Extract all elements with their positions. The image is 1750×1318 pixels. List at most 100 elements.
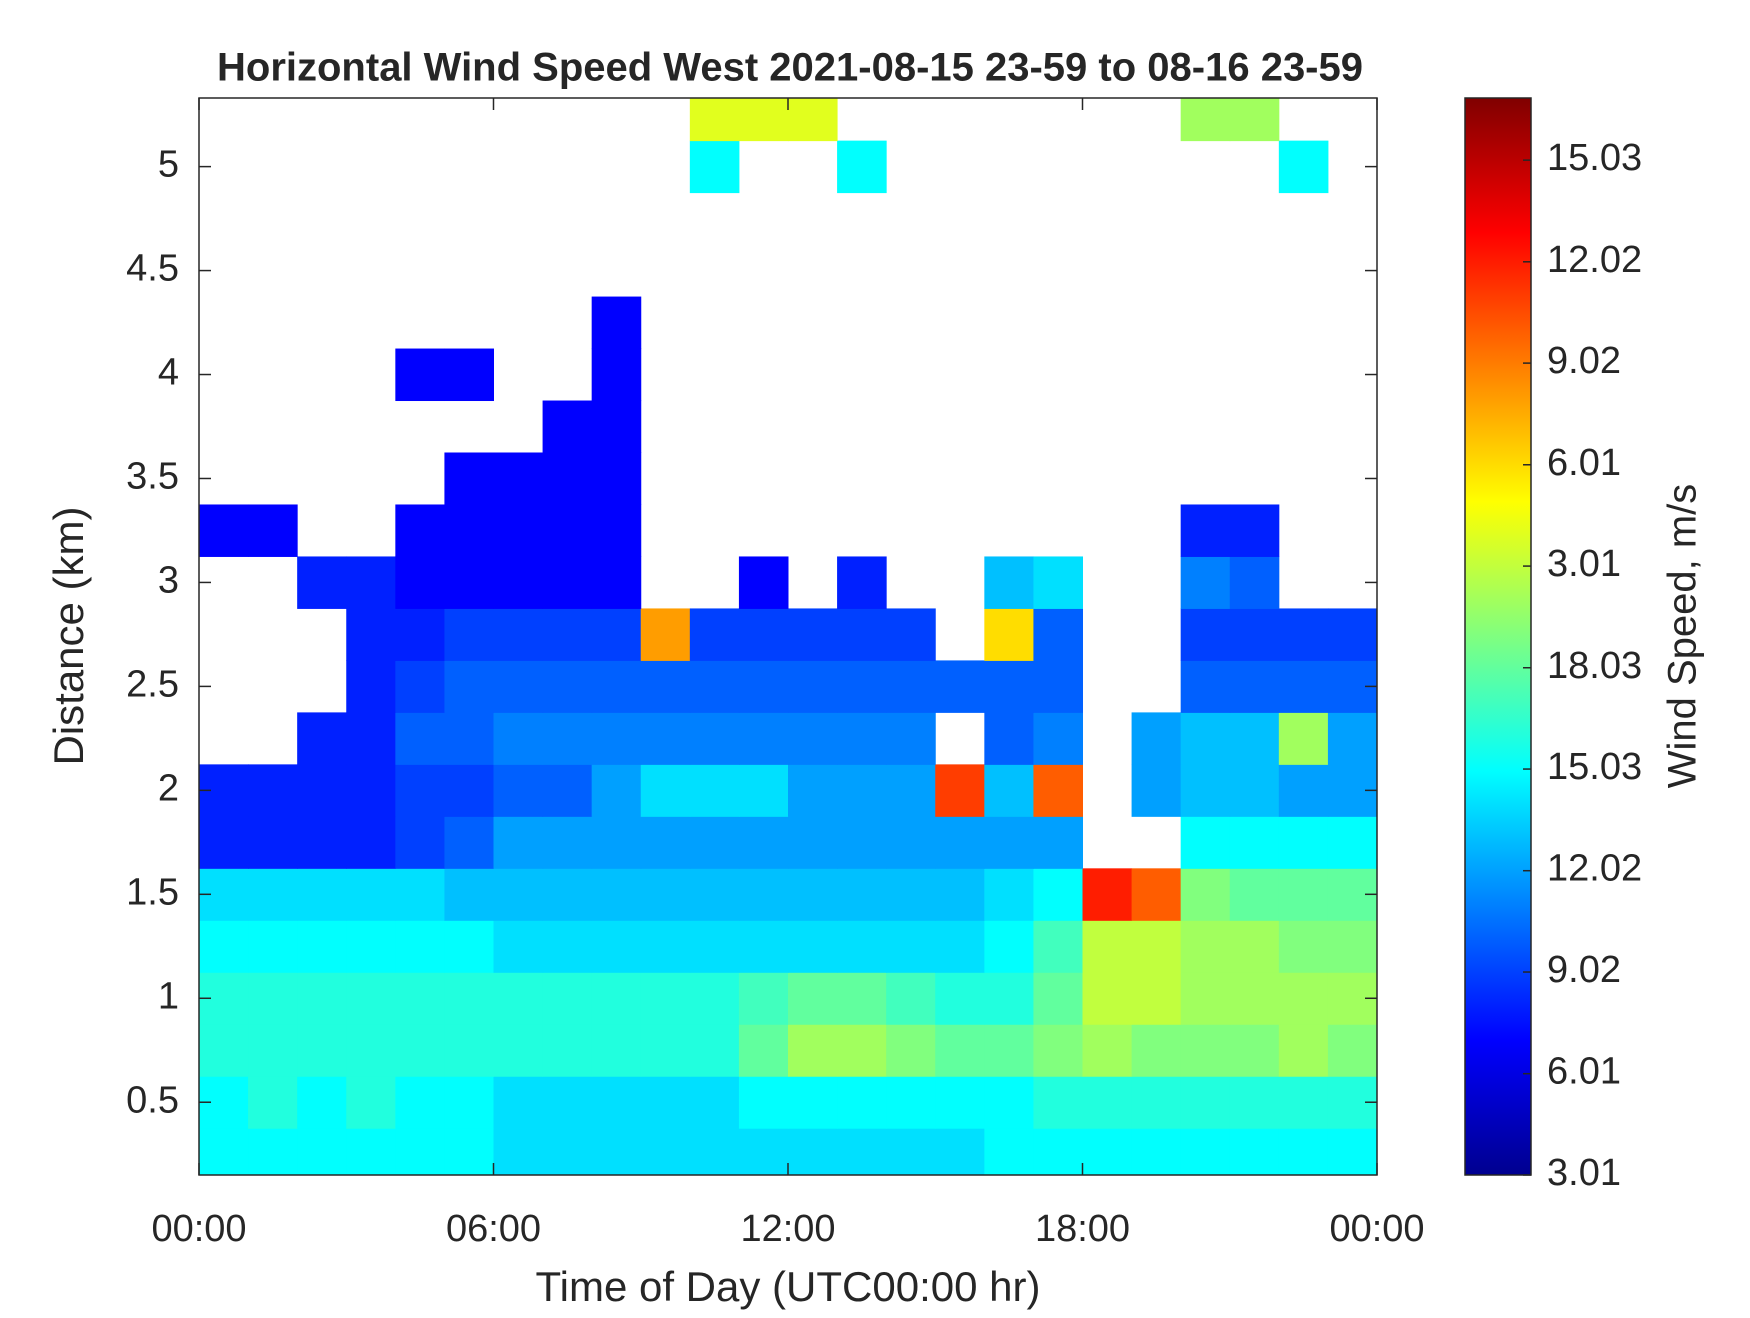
heat-cell [591,608,642,661]
heat-cell [346,868,396,921]
heat-cell [591,452,642,505]
heat-cell [837,1076,887,1129]
y-tick-label: 4.5 [126,248,179,290]
heat-cell [542,868,593,921]
heat-cell [1180,712,1231,765]
heat-cell [984,920,1034,973]
y-tick-label: 1 [158,975,179,1017]
heat-cell [199,920,249,973]
heat-cell [591,660,642,713]
heat-cell [886,1076,936,1129]
heat-cell [1180,920,1231,973]
heat-cell [591,1128,642,1176]
heat-cell [346,556,396,609]
heat-cell [788,1128,838,1176]
heat-cell [1229,660,1280,713]
heat-cell [591,816,642,869]
heat-cell [248,920,298,973]
heat-cell [297,868,347,921]
colorbar-tick-label: 3.01 [1547,1152,1621,1194]
heat-cell [689,140,740,194]
heat-cell [1180,98,1231,142]
heat-cell [346,608,396,661]
heat-cell [1278,816,1329,869]
heat-cell [1327,1128,1378,1176]
heat-cell [542,712,593,765]
y-tick-label: 5 [158,144,179,186]
heat-cell [1033,1024,1083,1077]
heat-cell [738,556,789,609]
heat-cell [738,816,789,869]
heat-cell [297,816,347,869]
heat-cell [1327,1024,1378,1077]
heat-cell [297,764,347,817]
heat-cell [837,1024,887,1077]
heat-cell [395,504,445,557]
heat-cell [346,972,396,1025]
heat-cell [542,972,593,1025]
heat-cell [788,660,838,713]
heat-cell [493,816,544,869]
heat-cell [1229,1076,1280,1129]
heat-cell [984,608,1034,661]
heat-cell [395,556,445,609]
heat-cell [346,764,396,817]
heat-cell [248,1128,298,1176]
heat-cell [493,1128,544,1176]
heat-cell [1082,1024,1133,1077]
heat-cell [689,920,740,973]
heat-cell [493,660,544,713]
heat-cell [689,764,740,817]
heat-cell [591,1076,642,1129]
heat-cell [542,608,593,661]
heat-cell [935,660,985,713]
heat-cell [395,1024,445,1077]
heat-cell [542,400,593,453]
heat-cell [788,1024,838,1077]
heat-cell [640,608,691,661]
heat-cell [738,972,789,1025]
heat-cell [1278,660,1329,713]
heat-cell [640,764,691,817]
y-tick-label: 2 [158,767,179,809]
heat-cell [689,972,740,1025]
heat-cell [1278,972,1329,1025]
heat-cell [1131,1076,1182,1129]
heat-cell [493,972,544,1025]
heat-cell [199,816,249,869]
heat-cell [1278,712,1329,765]
heat-cell [738,608,789,661]
x-axis-label: Time of Day (UTC00:00 hr) [536,1263,1041,1310]
heat-cell [444,920,494,973]
heat-cell [1131,764,1182,817]
heat-cell [788,608,838,661]
heat-cell [1033,608,1083,661]
heat-cell [1180,868,1231,921]
heat-cell [493,452,544,505]
heat-cell [444,556,494,609]
heat-cell [738,920,789,973]
heat-cell [689,1128,740,1176]
heat-cell [788,712,838,765]
heat-cell [984,660,1034,713]
heat-cell [1278,868,1329,921]
heat-cell [591,1024,642,1077]
colorbar [1464,97,1532,1176]
heat-cell [788,868,838,921]
colorbar-tick-label: 12.02 [1547,848,1642,890]
heat-cell [1082,1076,1133,1129]
heat-cell [1229,1128,1280,1176]
heat-cell [1131,920,1182,973]
x-tick-label: 00:00 [151,1208,246,1250]
heat-cell [738,660,789,713]
x-tick-label: 00:00 [1329,1208,1424,1250]
heatmap [199,98,1378,1176]
heat-cell [886,660,936,713]
heat-cell [1131,1024,1182,1077]
heat-cell [444,608,494,661]
heat-cell [935,1128,985,1176]
colorbar-tick-label: 9.02 [1547,340,1621,382]
heat-cell [542,1076,593,1129]
heat-cell [248,764,298,817]
